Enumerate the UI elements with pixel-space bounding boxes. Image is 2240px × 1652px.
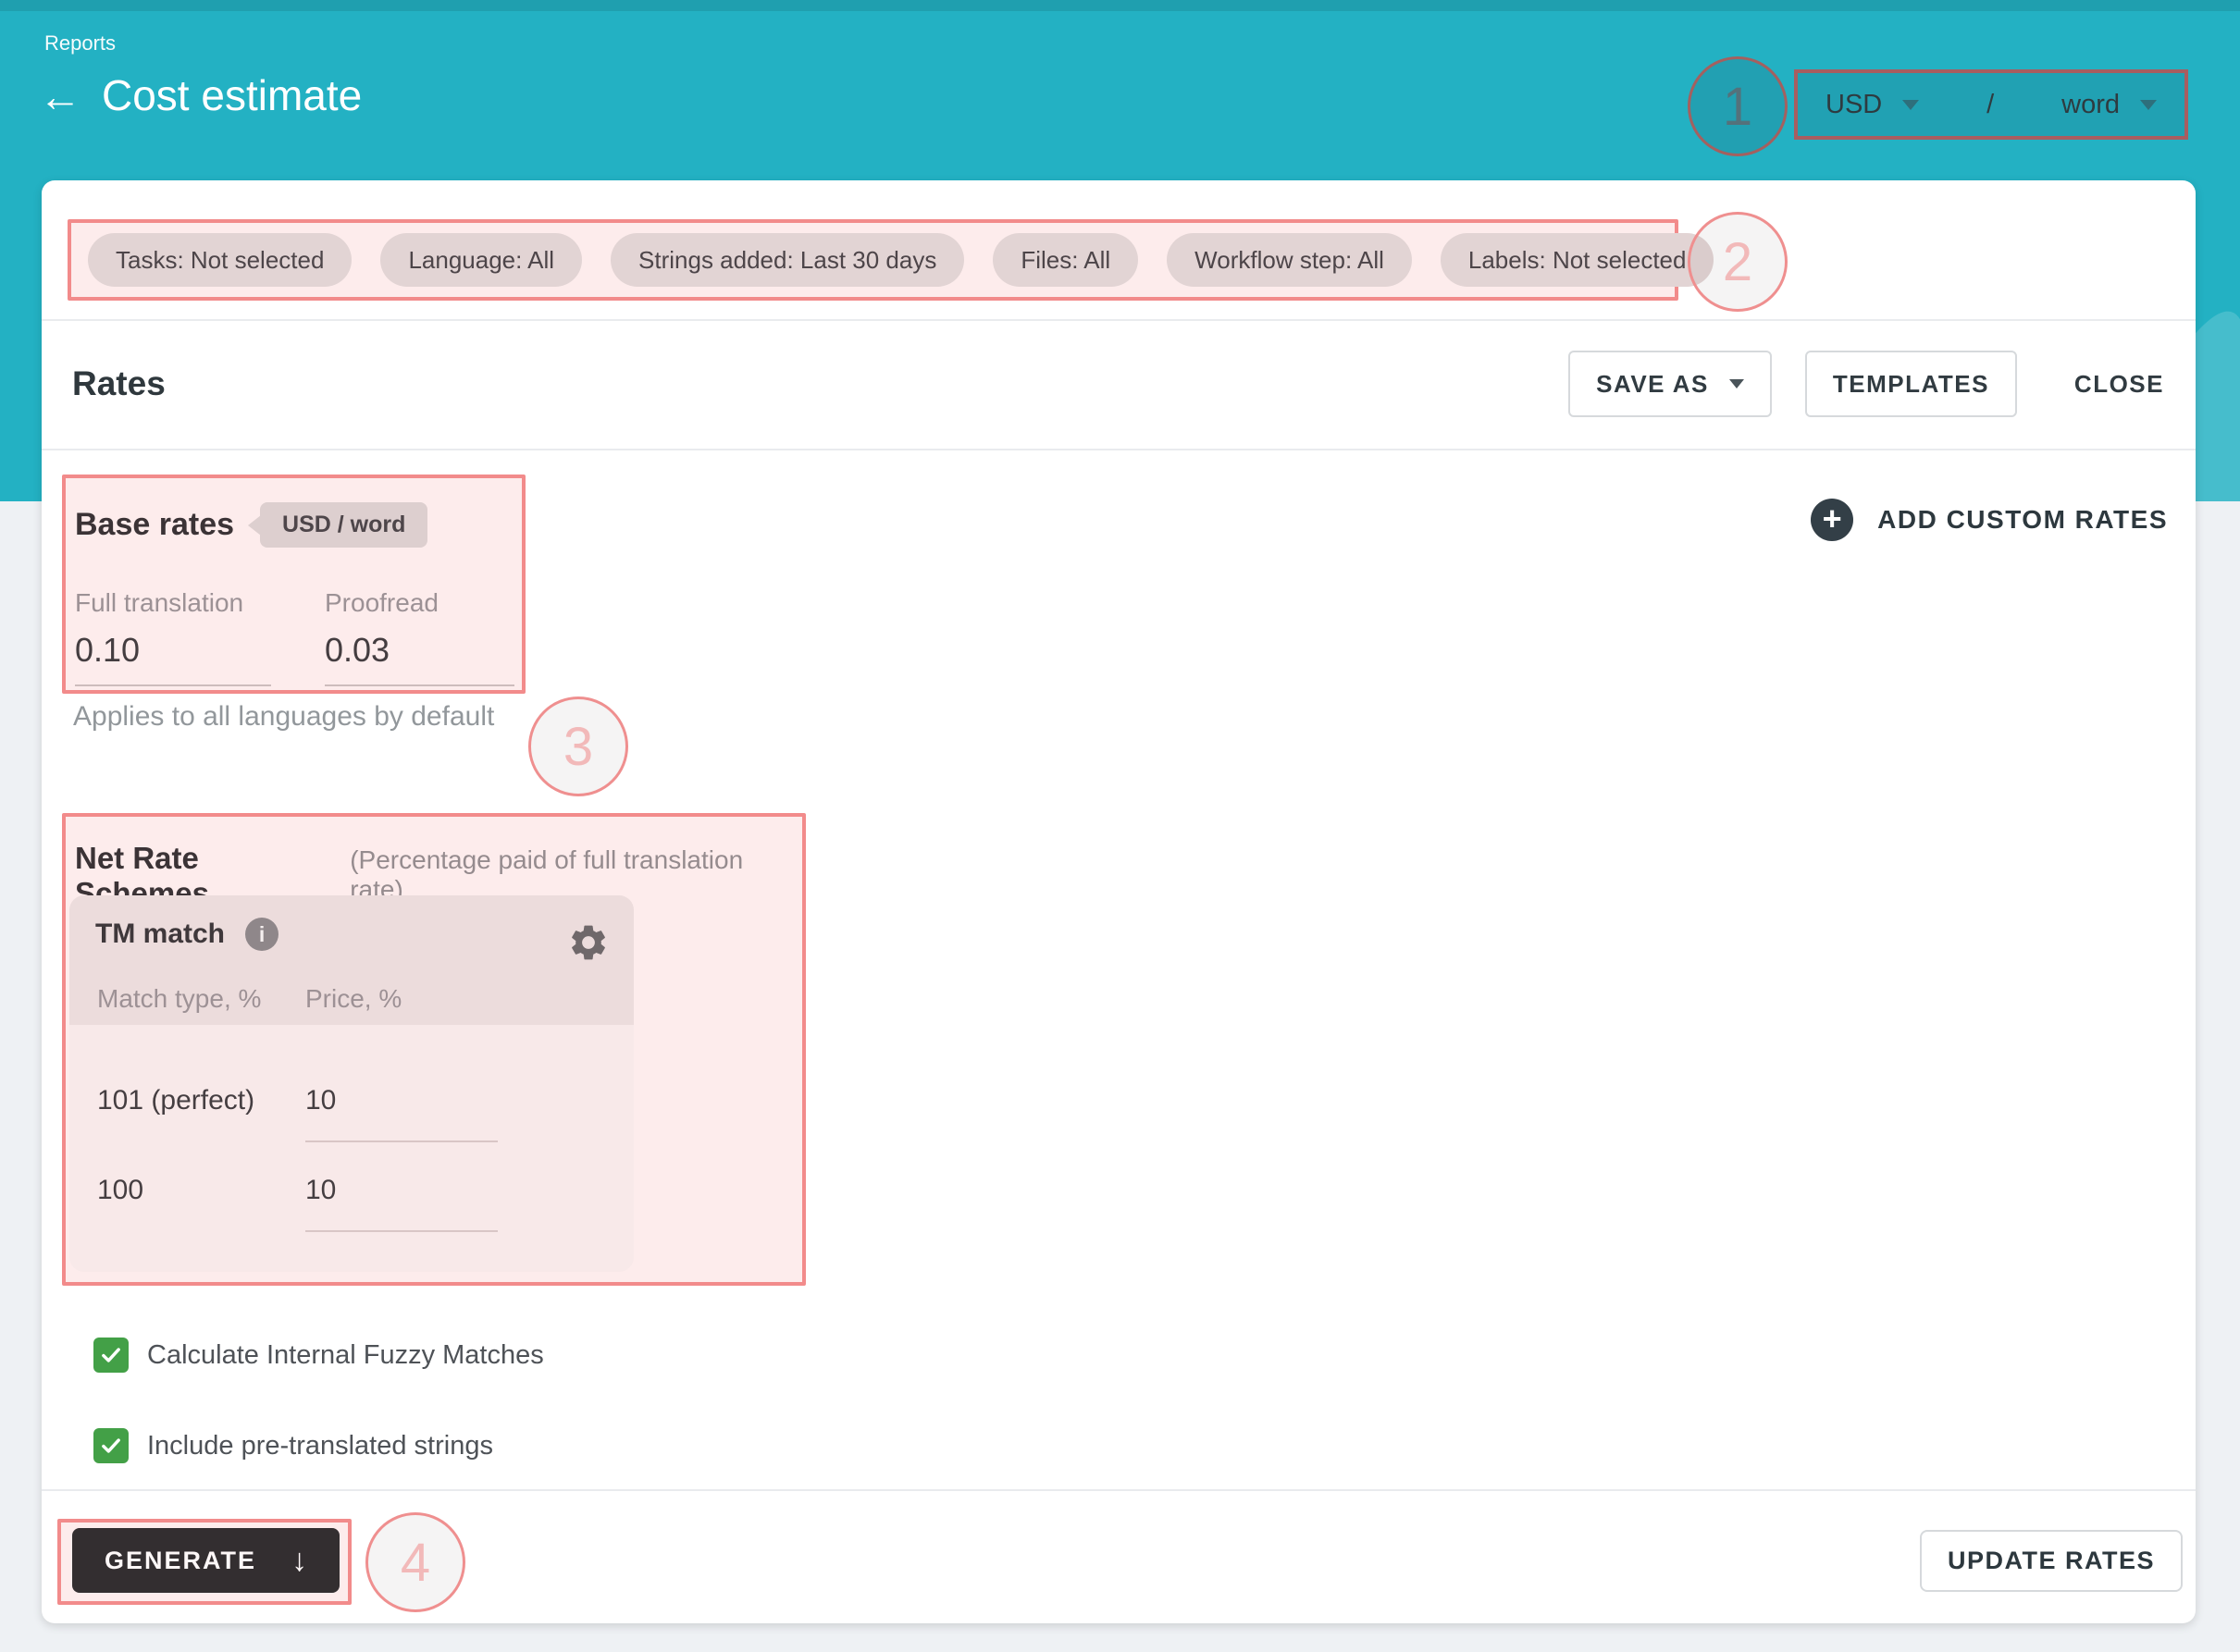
tm-match-title-row: TM match i bbox=[95, 918, 608, 951]
annotation-circle-1: 1 bbox=[1688, 56, 1788, 156]
unit-select[interactable]: word bbox=[2061, 89, 2120, 119]
rates-section-title: Rates bbox=[72, 364, 166, 402]
base-rates-title: Base rates bbox=[75, 507, 235, 542]
generate-button[interactable]: GENERATE ↓ bbox=[72, 1528, 340, 1593]
download-arrow-icon: ↓ bbox=[291, 1542, 307, 1578]
rates-toolbar-buttons: SAVE AS TEMPLATES CLOSE bbox=[1568, 351, 2168, 417]
price-column-header: Price, % bbox=[305, 984, 402, 1013]
net-rate-schemes-title-row: Net Rate Schemes (Percentage paid of ful… bbox=[75, 841, 793, 911]
checkbox-label: Calculate Internal Fuzzy Matches bbox=[147, 1339, 544, 1370]
page-title-row: ← Cost estimate bbox=[39, 70, 362, 121]
currency-caret-icon[interactable] bbox=[1902, 99, 1920, 110]
proofread-label: Proofread bbox=[325, 588, 439, 617]
full-translation-field: Full translation bbox=[75, 588, 271, 686]
filter-chip-tasks[interactable]: Tasks: Not selected bbox=[88, 233, 353, 287]
close-button[interactable]: CLOSE bbox=[2073, 369, 2164, 398]
currency-select[interactable]: USD bbox=[1825, 89, 1883, 119]
annotation-circle-4: 4 bbox=[365, 1512, 465, 1612]
full-translation-label: Full translation bbox=[75, 588, 244, 617]
annotation-circle-1-label: 1 bbox=[1722, 76, 1753, 137]
filter-chip-workflow-step[interactable]: Workflow step: All bbox=[1167, 233, 1412, 287]
currency-unit-separator: / bbox=[1986, 89, 1995, 119]
annotation-circle-4-label: 4 bbox=[400, 1532, 431, 1593]
update-rates-button[interactable]: UPDATE RATES bbox=[1920, 1530, 2183, 1592]
proofread-rate-input[interactable] bbox=[325, 631, 514, 686]
tm-match-title: TM match bbox=[95, 918, 226, 949]
base-rates-annotation-box: Base rates USD / word Full translation P… bbox=[62, 475, 526, 694]
generate-label: GENERATE bbox=[104, 1546, 256, 1574]
filter-chip-strings-added[interactable]: Strings added: Last 30 days bbox=[611, 233, 965, 287]
divider bbox=[42, 449, 2196, 450]
save-as-caret-icon bbox=[1728, 379, 1744, 388]
annotation-circle-2: 2 bbox=[1688, 212, 1788, 312]
filters-annotation-box: Tasks: Not selected Language: All String… bbox=[68, 219, 1714, 301]
add-custom-rates-button[interactable]: + ADD CUSTOM RATES bbox=[1811, 499, 2168, 541]
base-rates-note: Applies to all languages by default bbox=[73, 701, 495, 732]
currency-unit-annotation-box: USD / word bbox=[1794, 69, 2188, 140]
divider bbox=[42, 1489, 2196, 1491]
annotation-circle-3: 3 bbox=[528, 697, 628, 796]
gear-icon[interactable] bbox=[567, 921, 610, 964]
filter-chip-files[interactable]: Files: All bbox=[993, 233, 1139, 287]
annotation-circle-3-label: 3 bbox=[563, 716, 594, 777]
base-rates-title-row: Base rates USD / word bbox=[75, 502, 513, 548]
plus-icon: + bbox=[1811, 499, 1854, 541]
breadcrumb[interactable]: Reports bbox=[44, 31, 117, 55]
save-as-button[interactable]: SAVE AS bbox=[1568, 351, 1772, 417]
page-title: Cost estimate bbox=[102, 71, 363, 119]
tm-match-card: TM match i Match type, % Price, % 101 (p… bbox=[69, 895, 634, 1272]
report-card: Tasks: Not selected Language: All String… bbox=[42, 180, 2196, 1623]
divider bbox=[42, 319, 2196, 321]
tm-match-header: TM match i Match type, % Price, % bbox=[69, 895, 634, 1025]
match-type-value: 100 bbox=[97, 1175, 144, 1205]
checkbox-label: Include pre-translated strings bbox=[147, 1430, 493, 1461]
base-rates-unit-badge: USD / word bbox=[260, 502, 428, 548]
filter-chip-language[interactable]: Language: All bbox=[380, 233, 583, 287]
checkbox-checked[interactable] bbox=[93, 1338, 129, 1373]
back-arrow-icon[interactable]: ← bbox=[39, 71, 81, 120]
price-input-100[interactable] bbox=[305, 1175, 498, 1232]
save-as-label: SAVE AS bbox=[1596, 369, 1709, 398]
include-pre-translated-strings-option: Include pre-translated strings bbox=[93, 1425, 493, 1466]
add-custom-rates-label: ADD CUSTOM RATES bbox=[1877, 505, 2168, 534]
annotation-circle-2-label: 2 bbox=[1722, 231, 1753, 292]
templates-label: TEMPLATES bbox=[1832, 369, 1989, 398]
rates-toolbar: Rates SAVE AS TEMPLATES CLOSE bbox=[72, 319, 2168, 449]
filter-chip-labels[interactable]: Labels: Not selected bbox=[1440, 233, 1714, 287]
price-input-101[interactable] bbox=[305, 1085, 498, 1142]
net-rate-schemes-annotation-box: Net Rate Schemes (Percentage paid of ful… bbox=[62, 813, 806, 1286]
match-type-column-header: Match type, % bbox=[97, 984, 262, 1013]
base-rates-fields: Full translation Proofread bbox=[75, 588, 514, 686]
full-translation-rate-input[interactable] bbox=[75, 631, 271, 686]
proofread-field: Proofread bbox=[325, 588, 514, 686]
match-type-value: 101 (perfect) bbox=[97, 1085, 255, 1116]
templates-button[interactable]: TEMPLATES bbox=[1804, 351, 2017, 417]
unit-caret-icon[interactable] bbox=[2140, 99, 2157, 110]
calculate-internal-fuzzy-matches-option: Calculate Internal Fuzzy Matches bbox=[93, 1335, 544, 1375]
info-icon[interactable]: i bbox=[245, 918, 279, 951]
checkbox-checked[interactable] bbox=[93, 1428, 129, 1463]
